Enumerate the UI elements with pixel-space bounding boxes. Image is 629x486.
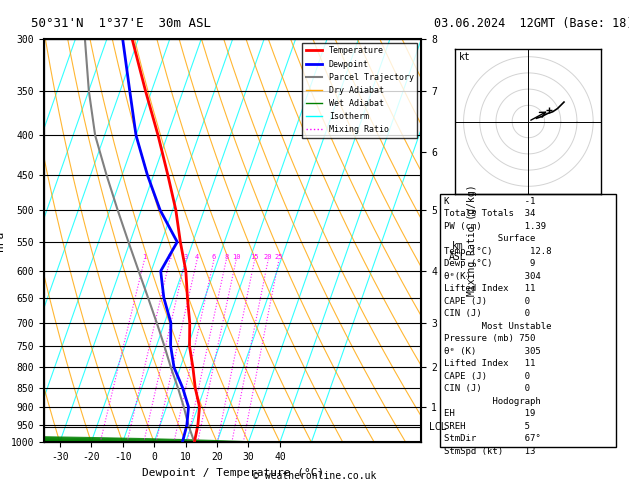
Text: LCL: LCL bbox=[429, 422, 447, 432]
Text: kt: kt bbox=[459, 52, 470, 62]
Text: K              -1
Totals Totals  34
PW (cm)        1.39
          Surface       : K -1 Totals Totals 34 PW (cm) 1.39 Surfa… bbox=[444, 197, 594, 469]
Text: 8: 8 bbox=[224, 254, 228, 260]
Y-axis label: Mixing Ratio (g/kg): Mixing Ratio (g/kg) bbox=[467, 185, 477, 296]
Text: 25: 25 bbox=[275, 254, 283, 260]
Text: 1: 1 bbox=[142, 254, 147, 260]
Legend: Temperature, Dewpoint, Parcel Trajectory, Dry Adiabat, Wet Adiabat, Isotherm, Mi: Temperature, Dewpoint, Parcel Trajectory… bbox=[303, 43, 417, 138]
Y-axis label: km
ASL: km ASL bbox=[449, 241, 467, 262]
Text: 03.06.2024  12GMT (Base: 18): 03.06.2024 12GMT (Base: 18) bbox=[434, 17, 629, 30]
Text: 2: 2 bbox=[168, 254, 172, 260]
Text: 50°31'N  1°37'E  30m ASL: 50°31'N 1°37'E 30m ASL bbox=[31, 17, 211, 30]
Text: 3: 3 bbox=[184, 254, 187, 260]
Text: 15: 15 bbox=[250, 254, 259, 260]
X-axis label: Dewpoint / Temperature (°C): Dewpoint / Temperature (°C) bbox=[142, 468, 324, 478]
Text: © weatheronline.co.uk: © weatheronline.co.uk bbox=[253, 471, 376, 481]
Text: 10: 10 bbox=[232, 254, 240, 260]
Text: 20: 20 bbox=[264, 254, 272, 260]
Text: 6: 6 bbox=[212, 254, 216, 260]
Y-axis label: hPa: hPa bbox=[0, 230, 5, 251]
Text: 4: 4 bbox=[195, 254, 199, 260]
